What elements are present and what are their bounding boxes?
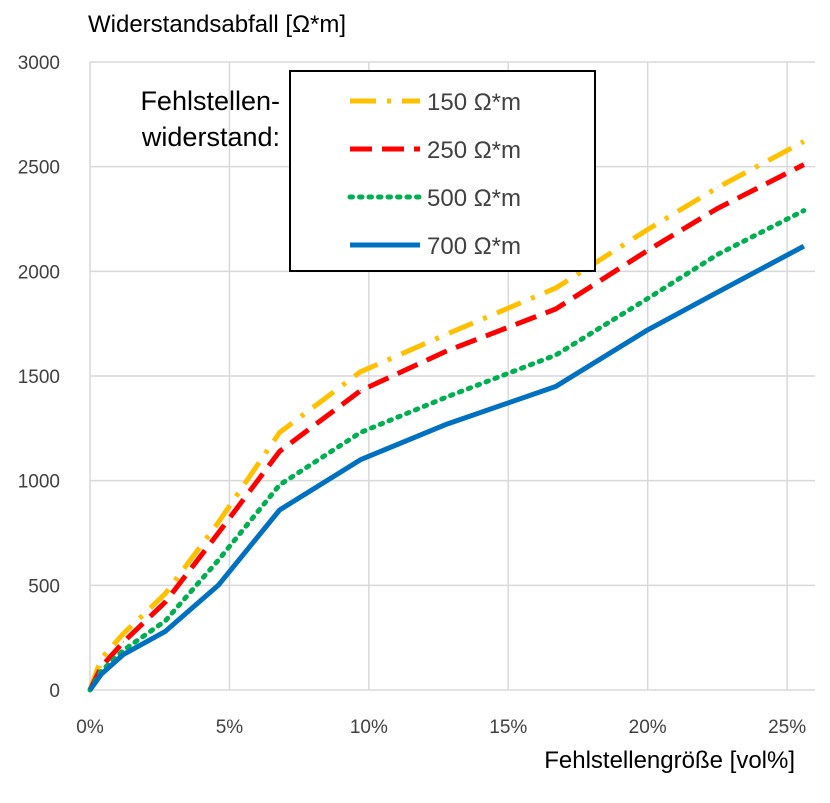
- data-point: [716, 208, 718, 210]
- legend-entry: 250 Ω*m: [427, 137, 521, 164]
- data-point: [122, 632, 124, 634]
- y-tick-label: 500: [28, 576, 60, 597]
- legend-entry: 700 Ω*m: [427, 233, 521, 260]
- data-point: [446, 350, 448, 352]
- series-line-4: [87, 243, 805, 692]
- y-tick-label: 2500: [18, 158, 60, 179]
- data-point: [647, 298, 649, 300]
- data-point: [555, 354, 557, 356]
- series-line-3: [87, 208, 807, 693]
- data-point: [803, 245, 805, 247]
- data-point: [716, 291, 718, 293]
- legend-title: Fehlstellen-widerstand:: [140, 86, 280, 152]
- x-tick-label: 15%: [489, 717, 527, 738]
- data-point: [122, 653, 124, 655]
- axes: 0 500 1000 1500 2000 2500 3000 0% 5% 10% 15% 20% 25%: [18, 53, 807, 738]
- legend: 150 Ω*m 250 Ω*m 500 Ω*m 700 Ω*m: [289, 70, 596, 272]
- series: [87, 139, 807, 693]
- data-point: [279, 432, 281, 434]
- data-point: [647, 249, 649, 251]
- data-point: [100, 658, 102, 660]
- data-point: [279, 450, 281, 452]
- data-point: [446, 423, 448, 425]
- y-tick-label: 0: [49, 681, 60, 702]
- data-point: [164, 601, 166, 603]
- x-tick-label: 0%: [76, 717, 104, 738]
- data-point: [446, 396, 448, 398]
- data-point: [803, 141, 805, 143]
- data-point: [446, 333, 448, 335]
- y-axis-label: Widerstandsabfall [Ω*m]: [88, 11, 346, 38]
- data-point: [647, 228, 649, 230]
- data-point: [100, 673, 102, 675]
- data-point: [217, 522, 219, 524]
- data-point: [555, 385, 557, 387]
- legend-entry: 150 Ω*m: [427, 89, 521, 116]
- data-point: [359, 371, 361, 373]
- legend-entry: 500 Ω*m: [427, 185, 521, 212]
- data-point: [716, 187, 718, 189]
- legend-title-line: widerstand:: [141, 122, 280, 152]
- data-point: [122, 641, 124, 643]
- data-point: [279, 484, 281, 486]
- data-point: [359, 390, 361, 392]
- data-point: [716, 254, 718, 256]
- y-tick-label: 1500: [18, 367, 60, 388]
- x-tick-label: 20%: [629, 717, 667, 738]
- y-tick-label: 3000: [18, 53, 60, 74]
- x-tick-label: 10%: [350, 717, 388, 738]
- data-point: [555, 308, 557, 310]
- data-point: [89, 689, 91, 691]
- data-point: [164, 630, 166, 632]
- data-point: [217, 532, 219, 534]
- x-tick-label: 25%: [768, 717, 806, 738]
- legend-box: [289, 70, 596, 272]
- data-point: [647, 329, 649, 331]
- data-point: [279, 509, 281, 511]
- data-point: [217, 584, 219, 586]
- series-line-2: [87, 162, 805, 692]
- data-point: [359, 432, 361, 434]
- data-point: [803, 164, 805, 166]
- x-axis-label: Fehlstellengröße [vol%]: [544, 747, 795, 774]
- legend-title-line: Fehlstellen-: [140, 86, 280, 116]
- data-point: [555, 287, 557, 289]
- data-point: [803, 210, 805, 212]
- series-line-1: [87, 139, 805, 691]
- data-point: [100, 666, 102, 668]
- data-point: [164, 620, 166, 622]
- y-tick-label: 2000: [18, 262, 60, 283]
- y-tick-label: 1000: [18, 472, 60, 493]
- x-tick-label: 5%: [216, 717, 244, 738]
- data-point: [217, 559, 219, 561]
- data-point: [122, 649, 124, 651]
- data-point: [164, 593, 166, 595]
- data-point: [359, 459, 361, 461]
